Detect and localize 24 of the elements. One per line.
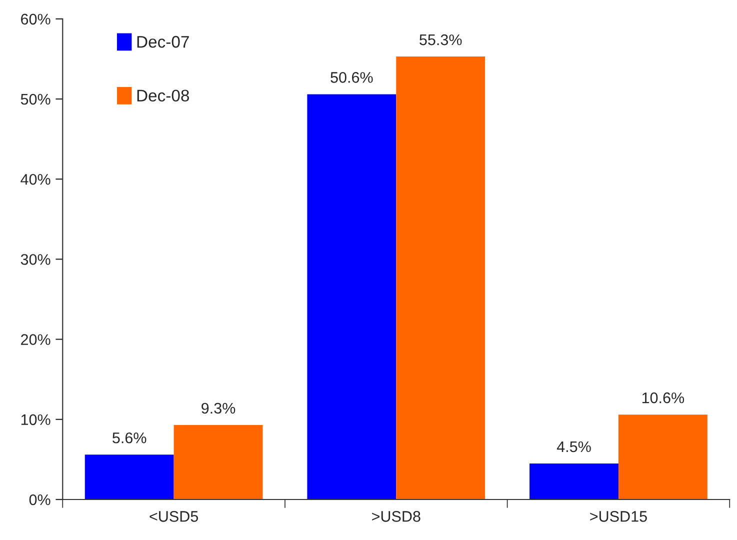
bar <box>530 463 618 500</box>
y-tick-label: 40% <box>20 174 50 185</box>
data-label: 4.5% <box>556 441 591 452</box>
data-label: 9.3% <box>202 402 236 414</box>
y-tick-label: 10% <box>21 414 50 426</box>
bar <box>396 56 486 500</box>
data-label: 5.6% <box>112 432 146 444</box>
data-label: 55.3% <box>420 34 462 46</box>
data-label: 10.6% <box>642 392 684 404</box>
x-tick-label: >USD8 <box>372 511 420 522</box>
y-tick-label: 30% <box>20 254 50 265</box>
y-tick-label: 20% <box>21 334 50 345</box>
data-label: 50.6% <box>330 72 373 83</box>
x-tick-label: <USD5 <box>150 511 198 522</box>
bar <box>84 454 174 500</box>
bar <box>174 425 263 500</box>
y-tick-label: 0% <box>29 494 50 506</box>
legend-label: Dec-08 <box>137 90 189 102</box>
legend-label: Dec-07 <box>137 36 189 48</box>
y-tick-label: 60% <box>21 14 50 25</box>
bar <box>307 94 396 500</box>
x-tick-label: >USD15 <box>590 511 647 522</box>
y-tick-label: 50% <box>20 94 50 105</box>
bar <box>618 414 708 500</box>
